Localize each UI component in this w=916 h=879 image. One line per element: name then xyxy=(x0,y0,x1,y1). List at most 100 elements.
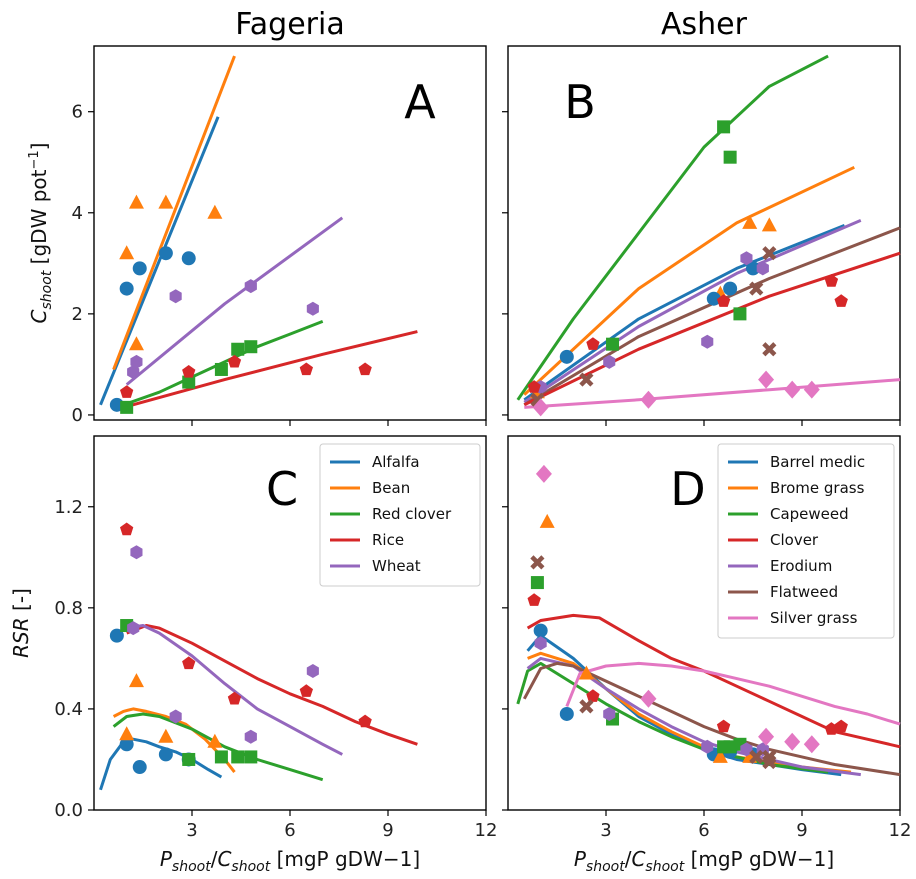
data-point-clover xyxy=(824,722,839,735)
series-line-wheat xyxy=(126,624,343,756)
data-point-rice xyxy=(358,714,372,728)
data-point-flatweed xyxy=(749,281,764,296)
data-point-capeweed xyxy=(530,576,544,590)
right-column-title: Asher xyxy=(661,7,748,42)
data-point-rice xyxy=(358,362,372,376)
series-line-flatweed xyxy=(522,661,901,777)
data-point-barrel-medic xyxy=(723,281,738,296)
data-point-brome-grass xyxy=(539,513,555,528)
x-axis-label-left: Pshoot/Cshoot [mgP gDW−1] xyxy=(160,847,420,875)
panel-a: 0 2 4 6 xyxy=(72,55,487,426)
y-tick-label: 1.2 xyxy=(54,497,83,518)
legend-label: Capeweed xyxy=(770,505,849,523)
data-point-barrel-medic xyxy=(706,291,721,306)
data-point-clover xyxy=(527,380,541,393)
data-point-clover xyxy=(527,593,541,606)
legend-box xyxy=(319,443,481,587)
legend-label: Bean xyxy=(372,479,410,497)
data-point-bean xyxy=(128,336,144,351)
y-tick-label: 2 xyxy=(72,304,83,325)
x-tick-label: 3 xyxy=(186,820,197,841)
data-point-bean xyxy=(207,733,223,748)
legend-label: Rice xyxy=(372,531,404,549)
data-point-wheat xyxy=(169,289,182,304)
data-point-alfalfa xyxy=(109,628,124,643)
data-point-brome-grass xyxy=(742,214,758,229)
series-line-erodium xyxy=(523,219,862,404)
data-point-rice xyxy=(227,354,242,368)
data-point-erodium xyxy=(603,707,616,721)
series-line-red-clover xyxy=(122,320,324,407)
data-point-flatweed xyxy=(530,555,545,570)
data-point-silver-grass xyxy=(784,732,801,751)
series-line-flatweed xyxy=(523,226,901,407)
x-tick-label: 6 xyxy=(698,820,709,841)
legend-label: Erodium xyxy=(770,557,832,575)
data-point-wheat xyxy=(169,709,182,724)
x-tick-label: 12 xyxy=(889,820,912,841)
data-point-wheat xyxy=(130,545,143,560)
data-point-silver-grass xyxy=(784,380,801,399)
panel-letter-d: D xyxy=(670,462,705,516)
data-point-silver-grass xyxy=(640,689,657,708)
y-tick-label: 6 xyxy=(72,102,83,123)
data-point-rice xyxy=(120,522,134,536)
left-column-title: Fageria xyxy=(235,7,344,42)
x-tick-label: 9 xyxy=(382,820,393,841)
data-point-alfalfa xyxy=(132,261,147,276)
data-point-bean xyxy=(158,728,174,743)
data-point-erodium xyxy=(603,354,616,369)
data-point-clover xyxy=(824,274,839,287)
data-point-wheat xyxy=(244,729,257,744)
legend-label: Red clover xyxy=(372,505,452,523)
data-point-barrel-medic xyxy=(533,623,548,638)
data-point-bean xyxy=(119,726,135,741)
legend-label: Silver grass xyxy=(770,609,858,627)
y-tick-label: 0.4 xyxy=(54,699,83,720)
data-point-red-clover xyxy=(231,342,245,356)
series-line-wheat xyxy=(125,216,344,386)
data-point-erodium xyxy=(701,739,714,754)
y-axis-label-top: Cshoot [gDW pot−1] xyxy=(27,143,55,324)
data-point-clover xyxy=(586,337,600,350)
data-point-capeweed xyxy=(723,740,737,754)
y-tick-label: 4 xyxy=(72,203,83,224)
data-point-clover xyxy=(716,294,731,307)
x-tick-label: 9 xyxy=(796,820,807,841)
data-point-red-clover xyxy=(244,340,258,354)
legend-label: Alfalfa xyxy=(372,453,420,471)
series-line-red-clover xyxy=(112,712,324,782)
legend-label: Wheat xyxy=(372,557,421,575)
series-line-barrel-medic xyxy=(523,224,846,402)
data-point-erodium xyxy=(740,251,753,266)
legend-label: Brome grass xyxy=(770,479,865,497)
data-point-silver-grass xyxy=(758,727,775,746)
data-point-capeweed xyxy=(723,150,737,164)
panel-d: 3 6 9 12 Barrel medic Brome grass Capeweed Clov… xyxy=(502,443,912,841)
data-point-flatweed xyxy=(762,342,777,357)
data-point-barrel-medic xyxy=(559,349,574,364)
data-point-barrel-medic xyxy=(559,706,574,721)
panel-c: 3 6 9 12 0.0 0.4 0.8 1.2 Alfalfa Bean Red clover Ri… xyxy=(54,443,497,841)
data-point-capeweed xyxy=(606,337,620,351)
data-point-silver-grass xyxy=(532,398,549,417)
y-tick-label: 0.0 xyxy=(54,800,83,821)
data-point-red-clover xyxy=(120,400,134,414)
data-point-clover xyxy=(586,689,600,702)
data-point-red-clover xyxy=(214,750,228,764)
data-point-wheat xyxy=(306,664,319,678)
data-point-bean xyxy=(119,245,135,260)
data-point-flatweed xyxy=(579,372,594,387)
data-point-rice xyxy=(182,365,196,378)
data-point-alfalfa xyxy=(119,281,134,296)
data-point-alfalfa xyxy=(158,747,173,762)
data-point-brome-grass xyxy=(712,748,728,763)
data-point-rice xyxy=(120,385,134,398)
data-point-red-clover xyxy=(182,752,196,766)
y-axis-label-bottom: RSR [-] xyxy=(9,588,33,658)
series-line-alfalfa xyxy=(99,737,223,791)
data-point-silver-grass xyxy=(535,464,552,483)
data-point-flatweed xyxy=(762,246,777,261)
data-point-rice xyxy=(182,656,196,670)
x-tick-label: 6 xyxy=(284,820,295,841)
